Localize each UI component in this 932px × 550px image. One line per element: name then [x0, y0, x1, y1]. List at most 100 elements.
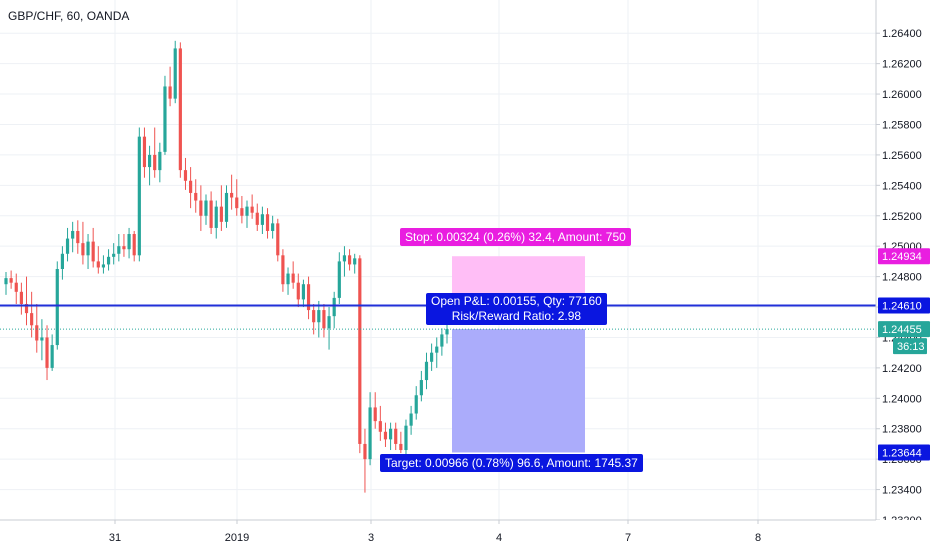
- candle: [132, 230, 136, 262]
- candle: [281, 249, 285, 292]
- candle: [399, 431, 403, 454]
- price-tick-label: 1.24200: [882, 363, 922, 375]
- candle: [183, 157, 188, 190]
- time-tick-label: 31: [109, 532, 121, 544]
- time-tick-label: 8: [755, 532, 761, 544]
- svg-text:1.24934: 1.24934: [882, 251, 922, 263]
- time-tick-label: 4: [496, 532, 502, 544]
- candle: [337, 252, 341, 304]
- candle: [306, 276, 311, 320]
- open-pnl-text: Open P&L: 0.00155, Qty: 77160: [431, 294, 602, 308]
- candle: [19, 282, 23, 315]
- take-profit-label[interactable]: Target: 0.00966 (0.78%) 96.6, Amount: 17…: [380, 454, 643, 472]
- position-zones[interactable]: [452, 256, 585, 453]
- chart-grid: [0, 0, 876, 521]
- candle: [40, 319, 44, 361]
- candle: [224, 185, 229, 228]
- candle: [86, 234, 90, 269]
- candle: [312, 303, 316, 335]
- candle: [245, 200, 249, 228]
- price-tick-label: 1.25600: [882, 150, 922, 162]
- candle: [353, 253, 357, 274]
- candle: [347, 249, 352, 271]
- candle: [260, 206, 264, 235]
- candle: [342, 246, 347, 277]
- candle: [255, 203, 259, 231]
- candle: [373, 392, 377, 429]
- candle: [368, 392, 372, 466]
- candle: [158, 142, 162, 183]
- candle: [440, 328, 444, 356]
- candle: [430, 343, 434, 371]
- candle: [81, 221, 85, 265]
- svg-text:1.23644: 1.23644: [882, 447, 922, 459]
- candle: [122, 234, 126, 257]
- candle: [404, 419, 408, 457]
- candle: [45, 325, 49, 381]
- price-tick-label: 1.25400: [882, 180, 922, 192]
- price-tick-label: 1.23800: [882, 424, 922, 436]
- price-tag-entry: 1.24610: [878, 297, 930, 314]
- price-tick-label: 1.26200: [882, 59, 922, 71]
- price-tick-label: 1.24000: [882, 393, 922, 405]
- candle: [50, 334, 54, 371]
- candle: [240, 195, 244, 224]
- candle: [250, 194, 254, 219]
- candle: [35, 303, 39, 353]
- candle: [214, 200, 218, 239]
- candle: [178, 42, 182, 178]
- candle: [219, 185, 223, 231]
- price-tag-countdown: 36:13: [893, 338, 927, 355]
- candle: [127, 227, 131, 259]
- candle: [199, 185, 203, 231]
- svg-text:36:13: 36:13: [897, 341, 925, 353]
- candle: [327, 307, 331, 350]
- time-tick-label: 2019: [225, 532, 249, 544]
- candle: [358, 255, 362, 454]
- candle: [363, 428, 367, 493]
- candle: [137, 127, 141, 262]
- candle: [235, 179, 239, 216]
- candle: [9, 270, 13, 289]
- candle: [265, 208, 270, 239]
- candle: [383, 422, 388, 447]
- risk-reward-text: Risk/Reward Ratio: 2.98: [451, 309, 582, 323]
- candle: [65, 227, 70, 262]
- candle: [435, 337, 439, 368]
- stop-loss-label[interactable]: Stop: 0.00324 (0.26%) 32.4, Amount: 750: [400, 228, 631, 246]
- candle: [296, 273, 300, 308]
- candle: [14, 273, 18, 304]
- time-tick-label: 7: [625, 532, 631, 544]
- candle: [117, 234, 121, 262]
- price-tag-current: 1.24455: [878, 321, 930, 338]
- price-tag-target: 1.23644: [878, 444, 930, 461]
- candle: [209, 191, 213, 235]
- candle: [142, 127, 147, 178]
- candle: [419, 370, 423, 402]
- candle: [204, 194, 208, 225]
- price-tick-label: 1.24800: [882, 272, 922, 284]
- svg-text:1.24455: 1.24455: [882, 324, 922, 336]
- symbol-legend[interactable]: GBP/CHF, 60, OANDA: [8, 9, 130, 23]
- candle: [189, 167, 193, 209]
- candle: [394, 422, 398, 451]
- candle: [271, 215, 275, 239]
- take-profit-zone[interactable]: [452, 329, 585, 453]
- candle: [96, 246, 100, 274]
- open-pnl-label[interactable]: Open P&L: 0.00155, Qty: 77160 Risk/Rewar…: [426, 293, 607, 325]
- candle: [409, 405, 413, 435]
- price-axis-tags: 1.24934 1.24610 1.24455 36:13 1.23644: [878, 248, 930, 461]
- time-axis[interactable]: [0, 519, 932, 550]
- candle: [276, 218, 280, 262]
- candle: [230, 174, 234, 210]
- candle: [414, 386, 418, 420]
- time-axis-labels: 31 2019 3 4 7 8: [109, 520, 761, 544]
- price-tick-label: 1.26000: [882, 89, 922, 101]
- time-tick-label: 3: [368, 532, 374, 544]
- candle: [173, 40, 177, 104]
- candle: [76, 220, 80, 254]
- price-tick-label: 1.25800: [882, 119, 922, 131]
- candle: [194, 179, 198, 213]
- candle: [24, 276, 29, 326]
